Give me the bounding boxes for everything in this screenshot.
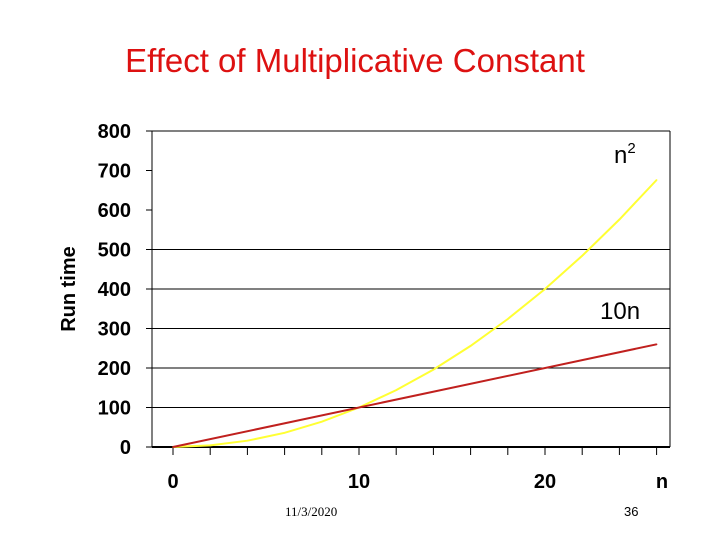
data-point: [655, 179, 658, 181]
data-point: [655, 343, 658, 346]
series-label-exponent: 2: [627, 140, 635, 157]
series-line-10n: [172, 343, 657, 448]
data-point: [618, 218, 621, 221]
series-line-n-squared: [172, 179, 658, 448]
footer-date: 11/3/2020: [285, 504, 338, 519]
data-point: [246, 439, 249, 442]
slide-title: Effect of Multiplicative Constant: [125, 42, 585, 79]
y-tick-label: 600: [98, 200, 131, 222]
data-point: [283, 431, 286, 434]
x-axis-title: n: [656, 471, 668, 493]
series-label: n2: [614, 140, 636, 169]
x-tick-label: 0: [167, 471, 178, 493]
data-point: [432, 368, 435, 371]
data-point: [581, 255, 583, 257]
data-point: [172, 446, 174, 448]
data-point: [321, 420, 323, 423]
y-tick-label: 300: [98, 319, 131, 341]
y-tick-label: 0: [120, 437, 131, 459]
y-tick-label: 100: [98, 398, 131, 420]
series-label: 10n: [600, 298, 640, 325]
data-point: [507, 318, 509, 320]
data-point: [395, 389, 398, 391]
y-tick-label: 500: [98, 240, 131, 262]
x-tick-label: 10: [348, 471, 370, 493]
y-tick-label: 700: [98, 161, 131, 183]
data-point: [209, 444, 211, 447]
data-point: [469, 345, 472, 347]
y-tick-label: 800: [98, 121, 131, 143]
page-number: 36: [624, 504, 639, 519]
y-tick-label: 200: [98, 358, 131, 380]
y-axis-title: Run time: [58, 246, 80, 332]
data-point: [544, 288, 546, 290]
x-tick-label: 20: [534, 471, 556, 493]
y-tick-label: 400: [98, 279, 131, 301]
